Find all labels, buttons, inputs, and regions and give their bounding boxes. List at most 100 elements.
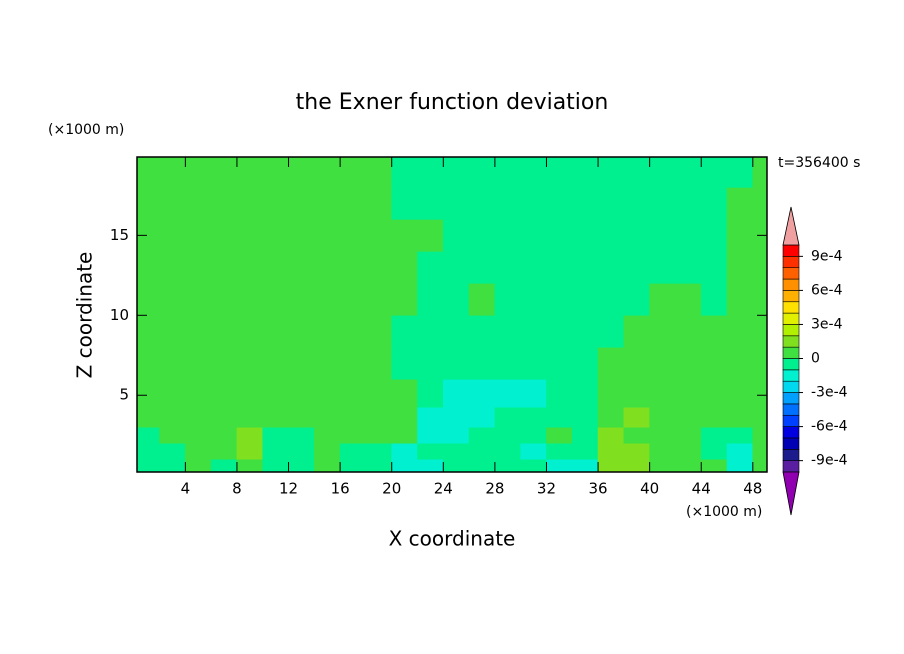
x-tick-label: 20: [382, 480, 401, 498]
field-cell: [675, 442, 702, 460]
field-cell: [726, 458, 754, 472]
colorbar-box: [782, 335, 800, 348]
field-cell: [137, 458, 160, 472]
field-cell: [623, 283, 650, 316]
field-cell: [649, 219, 676, 252]
field-cell: [623, 378, 650, 408]
field-cell: [597, 406, 625, 428]
colorbar-box: [782, 267, 800, 280]
field-cell: [365, 219, 393, 252]
field-cell: [417, 442, 444, 460]
colorbar-box: [782, 448, 800, 461]
field-cell: [494, 458, 521, 472]
field-cell: [210, 346, 238, 380]
field-cell: [468, 458, 496, 472]
field-cell: [571, 406, 599, 428]
field-cell: [210, 378, 238, 408]
colorbar-box: [782, 380, 800, 393]
field-cell: [391, 251, 418, 284]
field-cell: [468, 283, 496, 316]
field-cell: [442, 283, 470, 316]
field-cell: [752, 406, 767, 428]
field-cell: [546, 426, 573, 444]
field-cell: [417, 314, 444, 348]
colorbar-box: [782, 358, 800, 371]
field-cell: [546, 157, 573, 188]
field-cell: [520, 442, 547, 460]
field-cell: [339, 219, 367, 252]
field-cell: [468, 406, 496, 428]
colorbar-box: [782, 256, 800, 269]
field-cell: [571, 442, 599, 460]
field-cell: [700, 406, 728, 428]
field-cell: [210, 458, 238, 472]
field-cell: [236, 219, 264, 252]
field-cell: [339, 378, 367, 408]
field-cell: [597, 442, 625, 460]
field-cell: [417, 426, 444, 444]
field-cell: [288, 442, 315, 460]
field-cell: [137, 283, 160, 316]
field-cell: [597, 426, 625, 444]
field-cell: [700, 346, 728, 380]
field-cell: [494, 346, 521, 380]
field-cell: [468, 251, 496, 284]
field-cell: [623, 219, 650, 252]
field-cell: [339, 442, 367, 460]
field-cell: [700, 157, 728, 188]
field-cell: [623, 187, 650, 220]
field-cell: [288, 283, 315, 316]
field-cell: [675, 251, 702, 284]
field-cell: [623, 458, 650, 472]
field-cell: [675, 406, 702, 428]
field-cell: [339, 157, 367, 188]
colorbar-box: [782, 369, 800, 382]
field-cell: [494, 426, 521, 444]
colorbar-box: [782, 392, 800, 405]
field-cell: [571, 314, 599, 348]
field-cell: [597, 187, 625, 220]
y-unit: (×1000 m): [48, 122, 124, 138]
field-cell: [314, 187, 341, 220]
field-cell: [288, 219, 315, 252]
field-cell: [442, 346, 470, 380]
field-cell: [649, 426, 676, 444]
field-cell: [442, 157, 470, 188]
field-cell: [159, 219, 186, 252]
x-tick-label: 44: [692, 480, 711, 498]
field-cell: [546, 283, 573, 316]
field-cell: [752, 378, 767, 408]
field-cell: [520, 378, 547, 408]
field-cell: [571, 458, 599, 472]
field-cell: [236, 157, 264, 188]
field-cell: [185, 219, 212, 252]
field-cell: [236, 378, 264, 408]
field-cell: [623, 314, 650, 348]
field-cell: [159, 426, 186, 444]
field-cell: [752, 283, 767, 316]
field-cell: [185, 187, 212, 220]
field-cell: [210, 283, 238, 316]
field-cell: [700, 378, 728, 408]
y-tick-label: 10: [110, 306, 129, 324]
field-cell: [339, 314, 367, 348]
colorbar-label: 9e-4: [811, 248, 843, 264]
field-cell: [262, 378, 289, 408]
field-cell: [726, 426, 754, 444]
field-cell: [417, 251, 444, 284]
field-cell: [494, 157, 521, 188]
field-cell: [726, 314, 754, 348]
field-cell: [752, 157, 767, 188]
field-cell: [442, 458, 470, 472]
field-cell: [339, 426, 367, 444]
field-cell: [752, 346, 767, 380]
field-cell: [649, 251, 676, 284]
x-tick-label: 48: [743, 480, 762, 498]
contour-field: [137, 157, 767, 472]
field-cell: [468, 346, 496, 380]
field-cell: [442, 406, 470, 428]
field-cell: [546, 378, 573, 408]
x-axis-label: X coordinate: [389, 527, 516, 551]
field-cell: [623, 426, 650, 444]
field-cell: [391, 406, 418, 428]
